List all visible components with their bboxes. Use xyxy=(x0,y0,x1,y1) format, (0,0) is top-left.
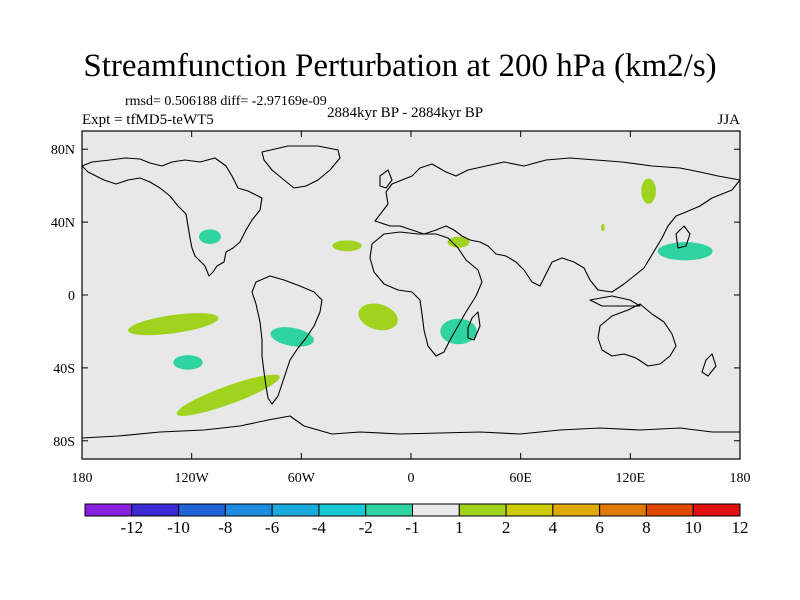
experiment-label: Expt = tfMD5-teWT5 xyxy=(82,112,214,128)
colorbar-label: -10 xyxy=(167,518,190,537)
east-asia-small-positive xyxy=(601,223,605,232)
anomaly-regions xyxy=(128,178,713,416)
time-period: 2884kyr BP - 2884kyr BP xyxy=(326,105,484,121)
south-central-pacific-positive xyxy=(128,313,219,336)
coast-greenland xyxy=(261,145,341,189)
coast-south-america xyxy=(251,275,323,405)
colorbar-segment xyxy=(318,503,367,517)
lon-tick-label: 180 xyxy=(72,471,93,486)
coast-new-zealand xyxy=(701,353,717,377)
coast-uk xyxy=(379,169,393,189)
coastlines xyxy=(81,145,741,439)
axis-ticks: 180 120W 60W 0 60E 120E 180 80N 40N 0 40S 80S xyxy=(51,131,751,486)
lon-tick-label: 120W xyxy=(175,471,210,486)
lon-tick-label: 0 xyxy=(408,471,415,486)
coast-europe-asia xyxy=(374,157,741,293)
colorbar-label: -12 xyxy=(120,518,143,537)
colorbar-segment xyxy=(271,503,320,517)
rmsd-diff-stats: rmsd= 0.506188 diff= -2.97169e-09 xyxy=(125,94,327,109)
colorbar: -12 -10 -8 -6 -4 -2 -1 1 2 4 6 8 10 12 xyxy=(84,503,749,537)
north-africa-positive xyxy=(447,236,470,248)
colorbar-label: -6 xyxy=(265,518,279,537)
colorbar-segment xyxy=(599,503,647,517)
coast-north-america xyxy=(81,157,263,277)
coast-antarctica xyxy=(81,415,740,439)
colorbar-label: 2 xyxy=(502,518,511,537)
mid-atlantic-positive xyxy=(332,240,362,252)
colorbar-label: 10 xyxy=(685,518,702,537)
mexico-negative xyxy=(198,229,221,244)
colorbar-segment xyxy=(84,503,133,517)
colorbar-label: 1 xyxy=(455,518,464,537)
colorbar-segment xyxy=(552,503,601,517)
lon-tick-label: 60E xyxy=(509,471,532,486)
colorbar-label: 12 xyxy=(732,518,749,537)
central-asia-positive xyxy=(641,178,656,204)
lat-tick-label: 0 xyxy=(68,289,75,304)
lon-tick-label: 120E xyxy=(616,471,646,486)
lon-tick-label: 180 xyxy=(730,471,751,486)
southeast-pacific-positive xyxy=(176,374,280,416)
lat-tick-label: 80S xyxy=(53,435,75,450)
lat-tick-label: 40N xyxy=(51,216,75,231)
lat-tick-label: 40S xyxy=(53,362,75,377)
lon-tick-label: 60W xyxy=(288,471,316,486)
colorbar-label: -8 xyxy=(218,518,232,537)
colorbar-label: -1 xyxy=(405,518,419,537)
colorbar-label: -4 xyxy=(312,518,327,537)
coast-japan xyxy=(675,225,691,249)
season-label: JJA xyxy=(717,112,740,128)
coast-madagascar xyxy=(467,311,481,341)
southern-africa-negative xyxy=(440,318,477,345)
coast-indonesia xyxy=(589,295,641,307)
colorbar-segment xyxy=(224,503,273,517)
south-pacific-negative xyxy=(173,355,203,370)
colorbar-segment xyxy=(365,503,414,517)
colorbar-label: 8 xyxy=(642,518,651,537)
colorbar-segment xyxy=(131,503,180,517)
colorbar-segment xyxy=(458,503,507,517)
map-title: Streamfunction Perturbation at 200 hPa (… xyxy=(83,48,717,84)
colorbar-segment xyxy=(178,503,226,517)
coast-africa xyxy=(369,231,483,357)
colorbar-label: 4 xyxy=(549,518,558,537)
colorbar-label: -2 xyxy=(359,518,373,537)
colorbar-label: 6 xyxy=(595,518,604,537)
colorbar-segment xyxy=(412,503,460,517)
lat-tick-label: 80N xyxy=(51,143,75,158)
south-atlantic-positive xyxy=(358,303,398,331)
colorbar-segment xyxy=(645,503,694,517)
colorbar-segment xyxy=(505,503,554,517)
north-pacific-negative xyxy=(657,242,713,261)
colorbar-segment xyxy=(692,503,741,517)
